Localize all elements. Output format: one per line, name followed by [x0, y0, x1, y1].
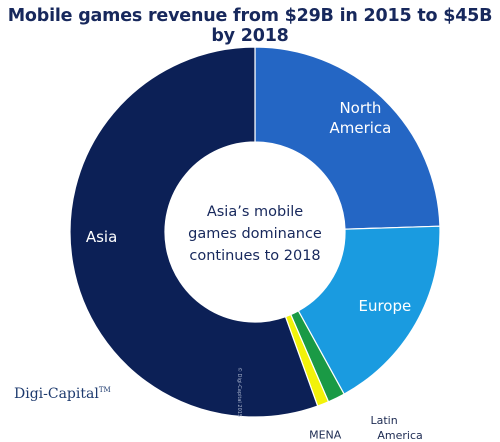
label-mena: MENA [309, 428, 342, 441]
center-text-line-1: Asia’s mobile [207, 204, 303, 220]
watermark-text: © Digi-Capital 2015 [236, 367, 243, 417]
label-north-america-line1: North [339, 99, 381, 117]
slice-north-america [254, 46, 441, 230]
digi-capital-logo: Digi-CapitalTM [14, 386, 111, 402]
slice-asia [69, 46, 319, 418]
slice-europe [297, 225, 441, 395]
center-text-line-2: games dominance [188, 226, 322, 242]
label-latin-america-line2: America [377, 429, 422, 442]
chart-title: Mobile games revenue from $29B in 2015 t… [7, 6, 493, 46]
logo-text: Digi-Capital [14, 386, 99, 402]
label-north-america-line2: America [329, 119, 391, 137]
center-text-line-3: continues to 2018 [189, 248, 320, 264]
logo-trademark: TM [98, 386, 111, 394]
label-europe: Europe [358, 297, 411, 315]
label-latin-america-line1: Latin [370, 414, 397, 427]
label-asia: Asia [86, 228, 117, 246]
